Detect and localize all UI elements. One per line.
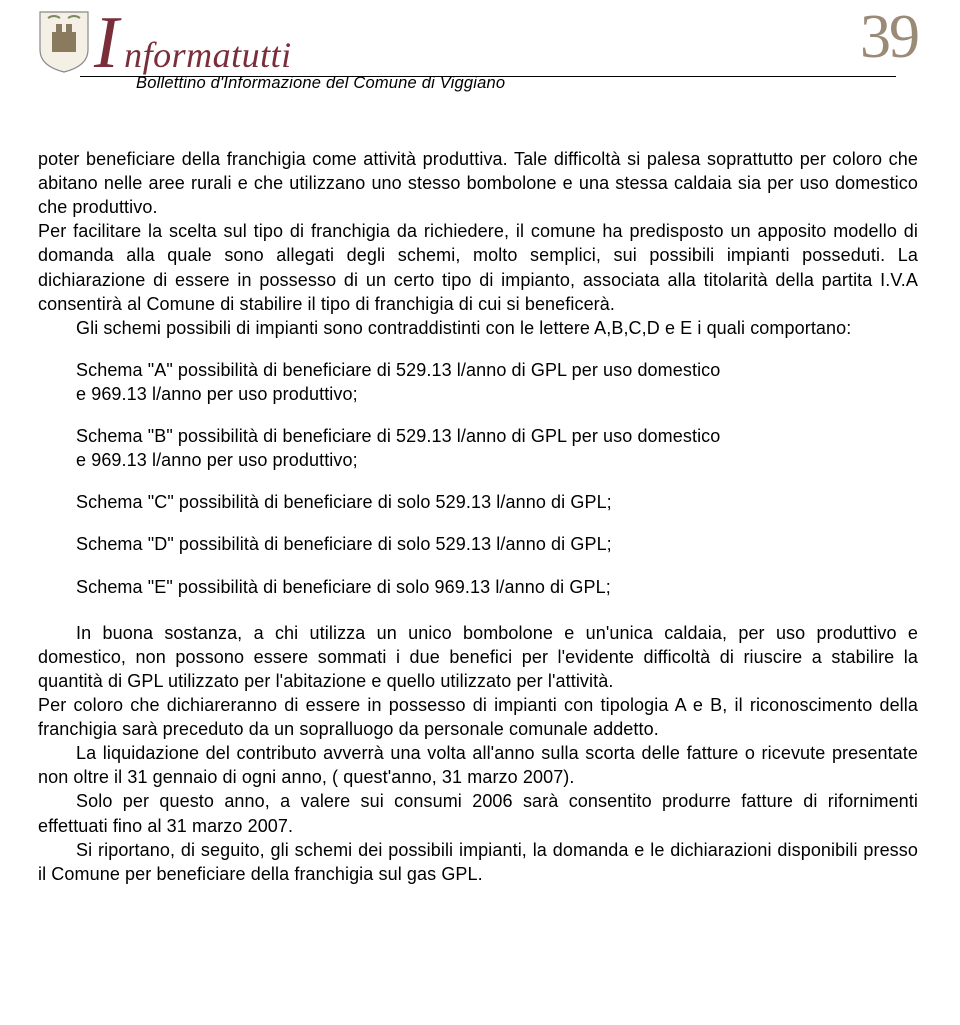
scheme-list: Schema "A" possibilità di beneficiare di… — [76, 358, 918, 599]
scheme-item-a: Schema "A" possibilità di beneficiare di… — [76, 358, 918, 406]
title-initial: I — [94, 2, 115, 84]
body-p2: Per coloro che dichiareranno di essere i… — [38, 693, 918, 741]
body-p4: Solo per questo anno, a valere sui consu… — [38, 789, 918, 837]
page-number: 39 — [860, 2, 918, 73]
paragraph-2: Per facilitare la scelta sul tipo di fra… — [38, 219, 918, 315]
scheme-item-e: Schema "E" possibilità di beneficiare di… — [76, 575, 918, 599]
paragraph-1: poter beneficiare della franchigia come … — [38, 147, 918, 219]
scheme-a-line2: e 969.13 l/anno per uso produttivo; — [76, 382, 918, 406]
scheme-b-line2: e 969.13 l/anno per uso produttivo; — [76, 448, 918, 472]
page-subtitle: Bollettino d'Informazione del Comune di … — [136, 74, 918, 93]
scheme-item-d: Schema "D" possibilità di beneficiare di… — [76, 532, 918, 556]
scheme-item-c: Schema "C" possibilità di beneficiare di… — [76, 490, 918, 514]
body-paragraphs: In buona sostanza, a chi utilizza un uni… — [38, 621, 918, 886]
page-title: I nformatutti — [94, 6, 918, 80]
body-p5: Si riportano, di seguito, gli schemi dei… — [38, 838, 918, 886]
scheme-b-line1: Schema "B" possibilità di beneficiare di… — [76, 424, 918, 448]
paragraph-3: Gli schemi possibili di impianti sono co… — [38, 316, 918, 340]
crest-icon — [38, 10, 90, 74]
body-p1: In buona sostanza, a chi utilizza un uni… — [38, 621, 918, 693]
scheme-item-b: Schema "B" possibilità di beneficiare di… — [76, 424, 918, 472]
page-header: I nformatutti Bollettino d'Informazione … — [38, 0, 918, 90]
title-block: I nformatutti Bollettino d'Informazione … — [94, 6, 918, 93]
body-p3: La liquidazione del contributo avverrà u… — [38, 741, 918, 789]
body-content: poter beneficiare della franchigia come … — [38, 147, 918, 886]
title-rest: nformatutti — [115, 35, 292, 75]
scheme-a-line1: Schema "A" possibilità di beneficiare di… — [76, 358, 918, 382]
